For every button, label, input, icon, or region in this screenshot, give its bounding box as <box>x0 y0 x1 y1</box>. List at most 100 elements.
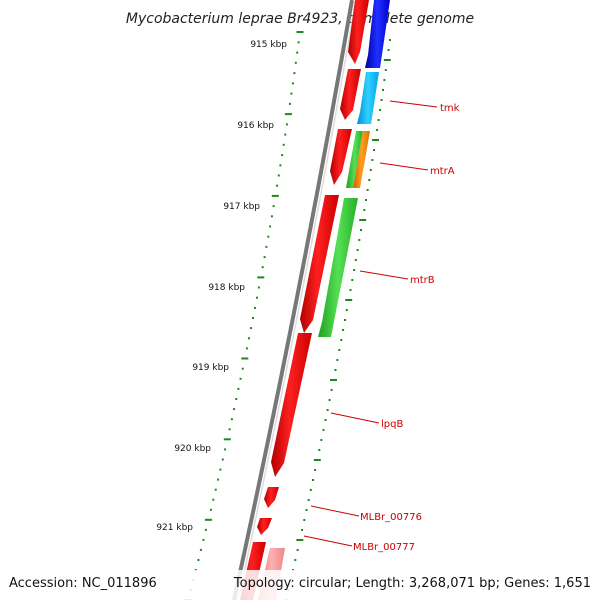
ruler-minor-tick <box>276 184 279 187</box>
ruler-minor-tick <box>217 478 220 481</box>
ruler-minor-tick <box>241 367 244 370</box>
gene-reverse-mtrA <box>353 131 370 188</box>
gene-forward-3 <box>330 129 352 185</box>
inner-minor-tick <box>376 129 379 131</box>
inner-minor-tick <box>383 79 386 81</box>
ruler-minor-tick <box>214 488 217 491</box>
inner-minor-tick <box>384 69 387 71</box>
inner-major-tick <box>372 139 379 141</box>
inner-minor-tick <box>344 319 346 321</box>
ruler-minor-tick <box>237 387 240 390</box>
inner-major-tick <box>359 219 367 221</box>
inner-minor-tick <box>318 449 321 451</box>
tick-label-920: 920 kbp <box>174 444 211 454</box>
ruler-minor-tick <box>269 225 272 228</box>
ruler-minor-tick <box>219 468 222 471</box>
inner-minor-tick <box>322 429 325 431</box>
ruler-minor-tick <box>248 337 250 340</box>
inner-minor-tick <box>330 389 333 391</box>
ruler-minor-tick <box>235 398 238 400</box>
inner-minor-tick <box>377 119 380 121</box>
ruler-minor-tick <box>285 123 288 126</box>
ruler-major-tick <box>271 194 279 197</box>
tick-label-919: 919 kbp <box>192 363 229 373</box>
genome-summary-text: Topology: circular; Length: 3,268,071 bp… <box>233 576 591 591</box>
inner-minor-tick <box>353 269 356 271</box>
inner-minor-tick <box>351 279 354 281</box>
ruler-minor-tick <box>212 498 215 501</box>
ruler-minor-tick <box>261 266 264 269</box>
ruler-minor-tick <box>294 61 297 64</box>
ruler-minor-tick <box>230 418 233 421</box>
inner-minor-tick <box>358 239 361 241</box>
ruler-minor-tick <box>204 528 207 531</box>
ruler-minor-tick <box>277 174 280 177</box>
gene-forward-lpqB <box>271 333 312 477</box>
ruler-minor-tick <box>239 377 242 380</box>
inner-minor-tick <box>371 159 374 161</box>
ruler-minor-tick <box>282 143 285 146</box>
inner-minor-tick <box>340 339 343 341</box>
inner-minor-tick <box>363 209 366 211</box>
ruler-minor-tick <box>257 286 260 289</box>
gene-forward-tmk-region <box>300 195 339 333</box>
inner-minor-tick <box>366 189 369 191</box>
ruler-minor-tick <box>256 296 258 299</box>
inner-minor-tick <box>369 169 372 171</box>
inner-minor-tick <box>349 289 352 291</box>
gene-reverse-mtrB <box>318 198 358 337</box>
ruler-minor-tick <box>288 102 291 105</box>
gene-forward-MLBr_00777 <box>257 518 272 535</box>
ruler-major-tick <box>284 113 292 116</box>
ruler-minor-tick <box>252 317 254 319</box>
ruler-minor-tick <box>267 235 270 238</box>
inner-minor-tick <box>314 469 317 471</box>
ruler-major-tick <box>223 438 231 441</box>
gene-label-lpqB[interactable]: lpqB <box>381 419 403 430</box>
inner-minor-tick <box>387 49 390 51</box>
inner-major-tick <box>383 59 391 61</box>
gene-reverse-green-small <box>346 131 363 188</box>
ruler-minor-tick <box>202 538 205 541</box>
gene-forward-1 <box>348 0 369 64</box>
gene-label-MLBr_00776[interactable]: MLBr_00776 <box>360 512 422 523</box>
tick-label-921: 921 kbp <box>156 523 193 533</box>
ruler-minor-tick <box>279 164 282 167</box>
gene-labels: tmk mtrA mtrB lpqB MLBr_00776 MLBr_00777 <box>353 103 460 553</box>
gene-reverse-tmk <box>357 72 379 124</box>
inner-major-tick <box>313 459 321 461</box>
ruler-minor-tick <box>284 133 287 136</box>
ruler-major-tick <box>241 357 249 360</box>
accession-text: Accession: NC_011896 <box>9 576 157 591</box>
inner-minor-tick <box>305 509 308 511</box>
ruler-minor-tick <box>199 548 202 551</box>
inner-minor-tick <box>373 149 375 151</box>
inner-minor-tick <box>382 89 384 91</box>
ruler-minor-tick <box>233 408 236 411</box>
tick-label-916: 916 kbp <box>237 121 274 131</box>
tick-label-915: 915 kbp <box>250 40 287 50</box>
ruler-minor-tick <box>245 347 248 350</box>
inner-major-tick <box>296 539 304 541</box>
inner-minor-tick <box>380 99 383 101</box>
gene-label-tmk[interactable]: tmk <box>440 103 460 114</box>
ruler-minor-tick <box>281 154 284 157</box>
inner-minor-tick <box>356 249 359 251</box>
gene-label-mtrB[interactable]: mtrB <box>410 275 435 286</box>
inner-minor-tick <box>360 229 362 231</box>
inner-major-tick <box>330 379 337 381</box>
ruler-minor-tick <box>291 82 294 85</box>
inner-minor-tick <box>338 349 341 351</box>
inner-major-tick <box>345 299 353 301</box>
inner-minor-tick <box>328 399 331 401</box>
gene-label-MLBr_00777[interactable]: MLBr_00777 <box>353 542 415 553</box>
ruler-minor-tick <box>224 448 227 451</box>
ruler-major-tick <box>296 31 304 33</box>
ruler-minor-tick <box>272 205 275 208</box>
gene-label-mtrA[interactable]: mtrA <box>430 166 455 177</box>
ruler-minor-tick <box>221 458 224 461</box>
ruler-minor-tick <box>290 92 293 95</box>
ruler-minor-tick <box>296 51 299 54</box>
tick-label-917: 917 kbp <box>223 202 260 212</box>
ruler-minor-tick <box>293 72 296 75</box>
